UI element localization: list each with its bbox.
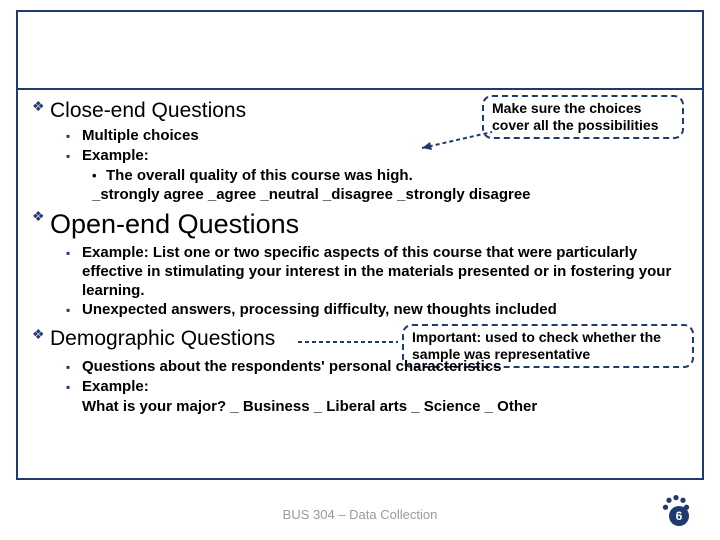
diamond-icon: ❖ [32,208,44,226]
heading-close-end: Close-end Questions [50,98,246,124]
slide-border: ❖ Close-end Questions Make sure the choi… [16,10,704,480]
footer-text: BUS 304 – Data Collection [0,507,720,522]
page-number: 6 [669,506,689,526]
section-demographic: ❖ Demographic Questions Important: used … [32,326,688,352]
close-end-example: The overall quality of this course was h… [92,167,688,186]
section-open-end: ❖ Open-end Questions [32,208,688,242]
title-bar [18,12,702,90]
close-end-item-b: Example: [66,147,688,166]
close-end-list: Multiple choices Example: The overall qu… [66,127,688,185]
close-end-item-a: Multiple choices [66,127,688,146]
open-end-item-a: Example: List one or two specific aspect… [66,244,688,300]
heading-open-end: Open-end Questions [50,208,299,242]
close-end-scale: _strongly agree _agree _neutral _disagre… [92,186,688,205]
open-end-list: Example: List one or two specific aspect… [66,244,688,320]
demographic-example-line: What is your major? _ Business _ Liberal… [82,398,688,417]
diamond-icon: ❖ [32,326,44,344]
callout-leader-2 [298,338,398,346]
heading-demographic: Demographic Questions [50,326,275,352]
diamond-icon: ❖ [32,98,44,116]
callout-demographic-text: Important: used to check whether the sam… [412,329,661,362]
demographic-item-b: Example: [66,378,688,397]
content-area: ❖ Close-end Questions Make sure the choi… [18,90,702,421]
demographic-item-a: Questions about the respondents' persona… [66,358,688,377]
page-badge: 6 [660,490,694,528]
open-end-item-b: Unexpected answers, processing difficult… [66,301,688,320]
section-close-end: ❖ Close-end Questions Make sure the choi… [32,98,688,124]
demographic-list: Questions about the respondents' persona… [66,358,688,397]
